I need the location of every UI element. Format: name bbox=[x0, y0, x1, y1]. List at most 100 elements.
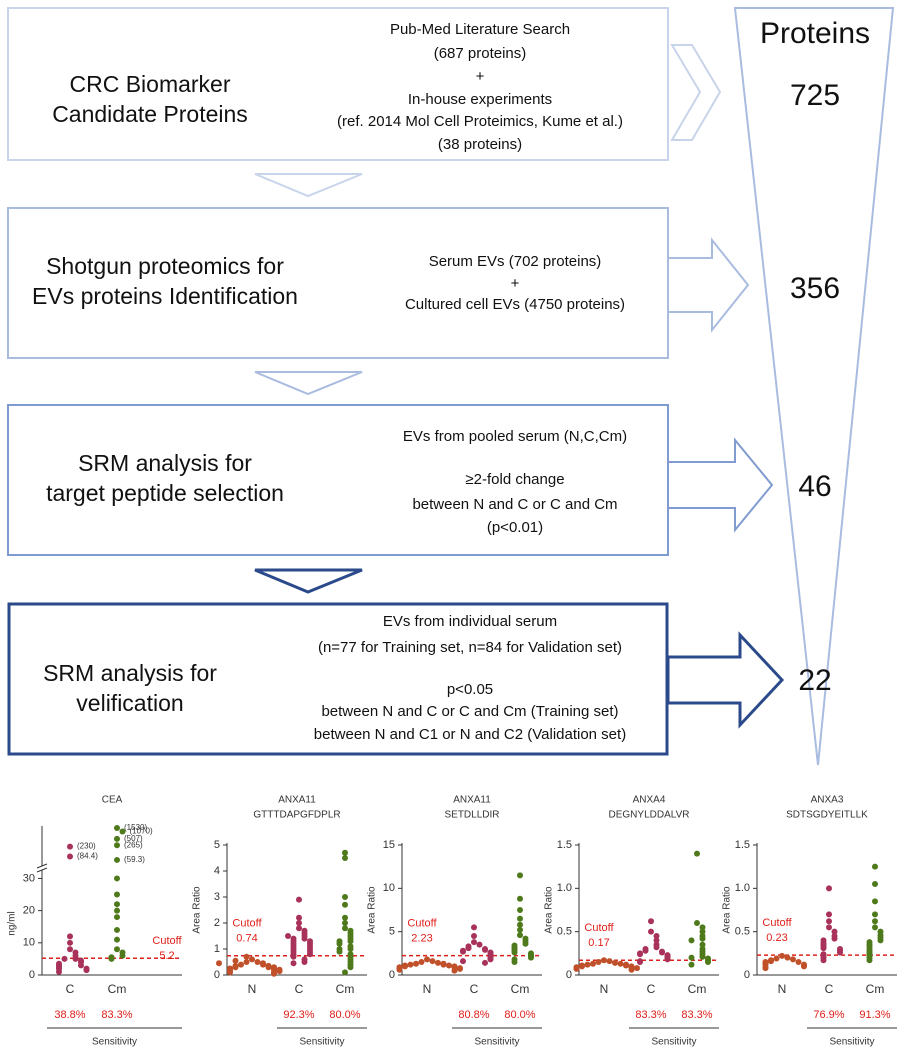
step-detail: (p<0.01) bbox=[487, 519, 543, 536]
step-detail: EVs from pooled serum (N,C,Cm) bbox=[403, 428, 627, 445]
data-point bbox=[276, 968, 283, 975]
data-point bbox=[517, 915, 523, 922]
data-point bbox=[779, 952, 785, 959]
data-point bbox=[301, 935, 308, 942]
step-title: velification bbox=[76, 690, 183, 716]
data-point bbox=[511, 949, 518, 956]
data-point bbox=[579, 963, 585, 970]
x-tick-label: C bbox=[825, 982, 834, 996]
data-point bbox=[243, 959, 250, 965]
step-detail: between N and C1 or N and C2 (Validation… bbox=[314, 726, 626, 743]
data-point bbox=[872, 911, 878, 918]
data-point bbox=[342, 849, 348, 856]
data-point bbox=[114, 946, 120, 953]
data-point bbox=[623, 962, 629, 969]
data-point bbox=[511, 959, 518, 965]
data-point bbox=[114, 901, 120, 908]
sensitivity-value: 83.3% bbox=[101, 1009, 132, 1021]
data-point bbox=[396, 966, 403, 973]
data-point bbox=[342, 894, 348, 900]
step-detail: p<0.05 bbox=[447, 681, 493, 698]
chart-title: SETDLLDIR bbox=[444, 810, 499, 821]
data-point bbox=[249, 956, 255, 963]
data-point bbox=[114, 825, 120, 831]
data-point bbox=[784, 954, 791, 961]
y-axis-label: ng/ml bbox=[7, 911, 18, 935]
x-tick-label: N bbox=[423, 982, 432, 996]
arrow bbox=[667, 437, 774, 533]
y-tick-label: 5 bbox=[214, 839, 220, 851]
value-label: (84.4) bbox=[77, 852, 98, 861]
data-point bbox=[699, 924, 706, 931]
step-detail: In-house experiments bbox=[408, 91, 552, 108]
data-point bbox=[418, 959, 425, 965]
data-point bbox=[296, 925, 302, 932]
data-point bbox=[528, 954, 534, 961]
step-detail: (n=77 for Training set, n=84 for Validat… bbox=[318, 639, 622, 656]
x-tick-label: C bbox=[470, 982, 479, 996]
sensitivity-label: Sensitivity bbox=[92, 1037, 137, 1048]
sensitivity-value: 83.3% bbox=[635, 1009, 666, 1021]
value-label: (230) bbox=[77, 842, 96, 851]
data-point bbox=[826, 924, 832, 931]
step-title: CRC Biomarker bbox=[69, 71, 230, 97]
data-point bbox=[307, 951, 313, 958]
data-point bbox=[342, 969, 348, 976]
data-point bbox=[642, 947, 649, 954]
data-point bbox=[831, 935, 838, 942]
data-point bbox=[877, 937, 884, 944]
y-tick-label: 20 bbox=[23, 905, 35, 917]
cutoff-label: Cutoff bbox=[584, 922, 614, 934]
step-title: SRM analysis for bbox=[78, 450, 252, 476]
step-title: Shotgun proteomics for bbox=[46, 253, 284, 279]
data-point bbox=[67, 933, 73, 940]
data-point bbox=[296, 914, 302, 921]
data-point bbox=[342, 920, 348, 926]
x-tick-label: N bbox=[600, 982, 609, 996]
data-point bbox=[517, 895, 523, 902]
data-point bbox=[342, 901, 348, 908]
data-point bbox=[584, 961, 591, 968]
arrow bbox=[670, 44, 722, 141]
data-point bbox=[606, 958, 613, 965]
data-point bbox=[402, 963, 408, 970]
funnel-header: Proteins bbox=[760, 17, 870, 50]
data-point bbox=[457, 965, 463, 972]
data-point bbox=[440, 961, 447, 968]
x-tick-label: Cm bbox=[688, 982, 707, 996]
data-point bbox=[114, 856, 120, 863]
sensitivity-value: 91.3% bbox=[859, 1009, 890, 1021]
data-point bbox=[347, 946, 354, 952]
x-tick-label: N bbox=[778, 982, 787, 996]
data-point bbox=[285, 933, 291, 939]
step-title: SRM analysis for bbox=[43, 660, 217, 686]
data-point bbox=[114, 936, 120, 943]
data-point bbox=[699, 935, 706, 942]
y-tick-label: 4 bbox=[214, 865, 220, 877]
data-point bbox=[471, 924, 477, 931]
data-point bbox=[232, 964, 239, 971]
data-point bbox=[866, 957, 873, 964]
chart-title: GTTTDAPGFDPLR bbox=[253, 810, 340, 821]
data-point bbox=[114, 907, 120, 914]
y-tick-label: 1.0 bbox=[557, 882, 572, 894]
data-point bbox=[482, 946, 488, 953]
data-point bbox=[688, 954, 695, 961]
data-point bbox=[336, 948, 343, 955]
y-axis-label: Area Ratio bbox=[367, 886, 378, 934]
value-label: (1070) bbox=[130, 827, 153, 836]
y-tick-label: 10 bbox=[383, 882, 395, 894]
protein-count: 356 bbox=[790, 272, 840, 305]
data-point bbox=[243, 953, 250, 960]
data-point bbox=[435, 959, 441, 966]
arrow bbox=[666, 631, 785, 729]
step-detail: Cultured cell EVs (4750 proteins) bbox=[405, 296, 625, 313]
data-point bbox=[820, 957, 827, 964]
sensitivity-value: 83.3% bbox=[681, 1009, 712, 1021]
data-point bbox=[342, 925, 348, 932]
data-point bbox=[872, 881, 878, 887]
data-point bbox=[795, 959, 802, 965]
y-axis-label: Area Ratio bbox=[544, 886, 555, 934]
data-point bbox=[522, 940, 529, 947]
data-point bbox=[482, 959, 488, 966]
